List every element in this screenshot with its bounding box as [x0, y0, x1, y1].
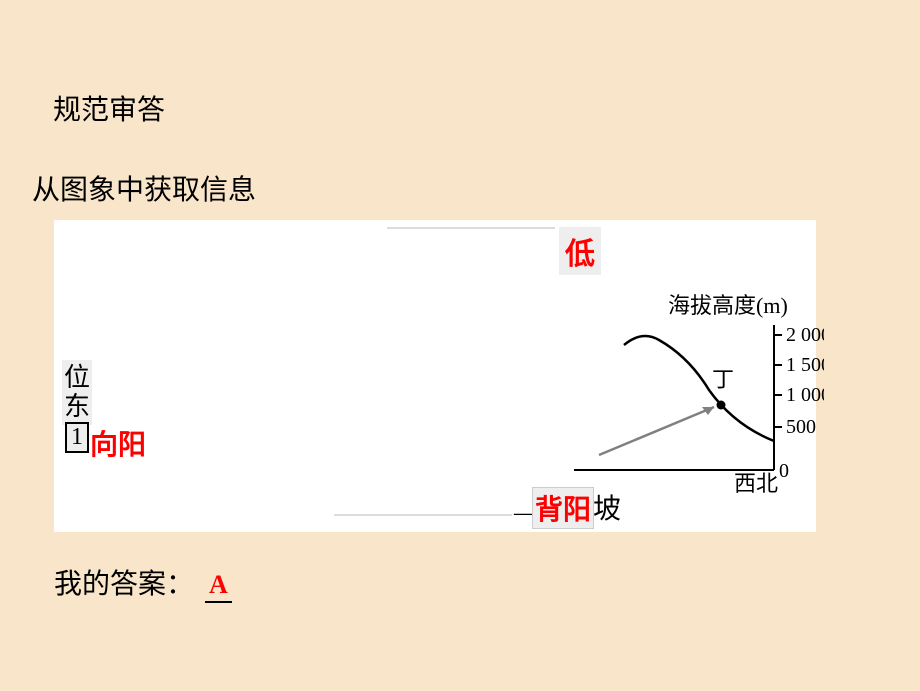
figure-container: 低 海拔高度(m) 位 东 1 向阳 2 000 1 500 1 000 500… — [54, 220, 816, 532]
shady-label: 背阳 — [532, 487, 594, 529]
left-text-1: 位 — [64, 364, 90, 393]
sunny-label: 向阳 — [90, 423, 146, 463]
ytick-0: 0 — [779, 460, 789, 482]
shady-underline — [334, 514, 512, 516]
x-label: 西北 — [734, 471, 778, 495]
low-label: 低 — [559, 227, 601, 275]
subheading: 从图象中获取信息 — [32, 168, 256, 208]
altitude-chart: 2 000 1 500 1 000 500 0 西北 丁 — [534, 315, 824, 495]
ytick-1500: 1 500 — [786, 354, 824, 376]
answer-label: 我的答案： — [54, 569, 194, 600]
answer-line: 我的答案： A — [54, 562, 232, 602]
point-label: 丁 — [712, 367, 734, 392]
left-text-block: 位 东 — [62, 360, 92, 425]
heading-text: 规范审答 — [53, 95, 165, 126]
left-number-box: 1 — [65, 422, 89, 453]
left-text-2: 东 — [64, 393, 90, 422]
po-label: 坡 — [593, 487, 621, 527]
low-underline — [387, 227, 555, 229]
ytick-1000: 1 000 — [786, 384, 824, 406]
answer-value: A — [205, 570, 232, 603]
ytick-500: 500 — [786, 416, 816, 438]
ytick-2000: 2 000 — [786, 324, 824, 346]
section-heading: 规范审答 — [35, 88, 165, 128]
